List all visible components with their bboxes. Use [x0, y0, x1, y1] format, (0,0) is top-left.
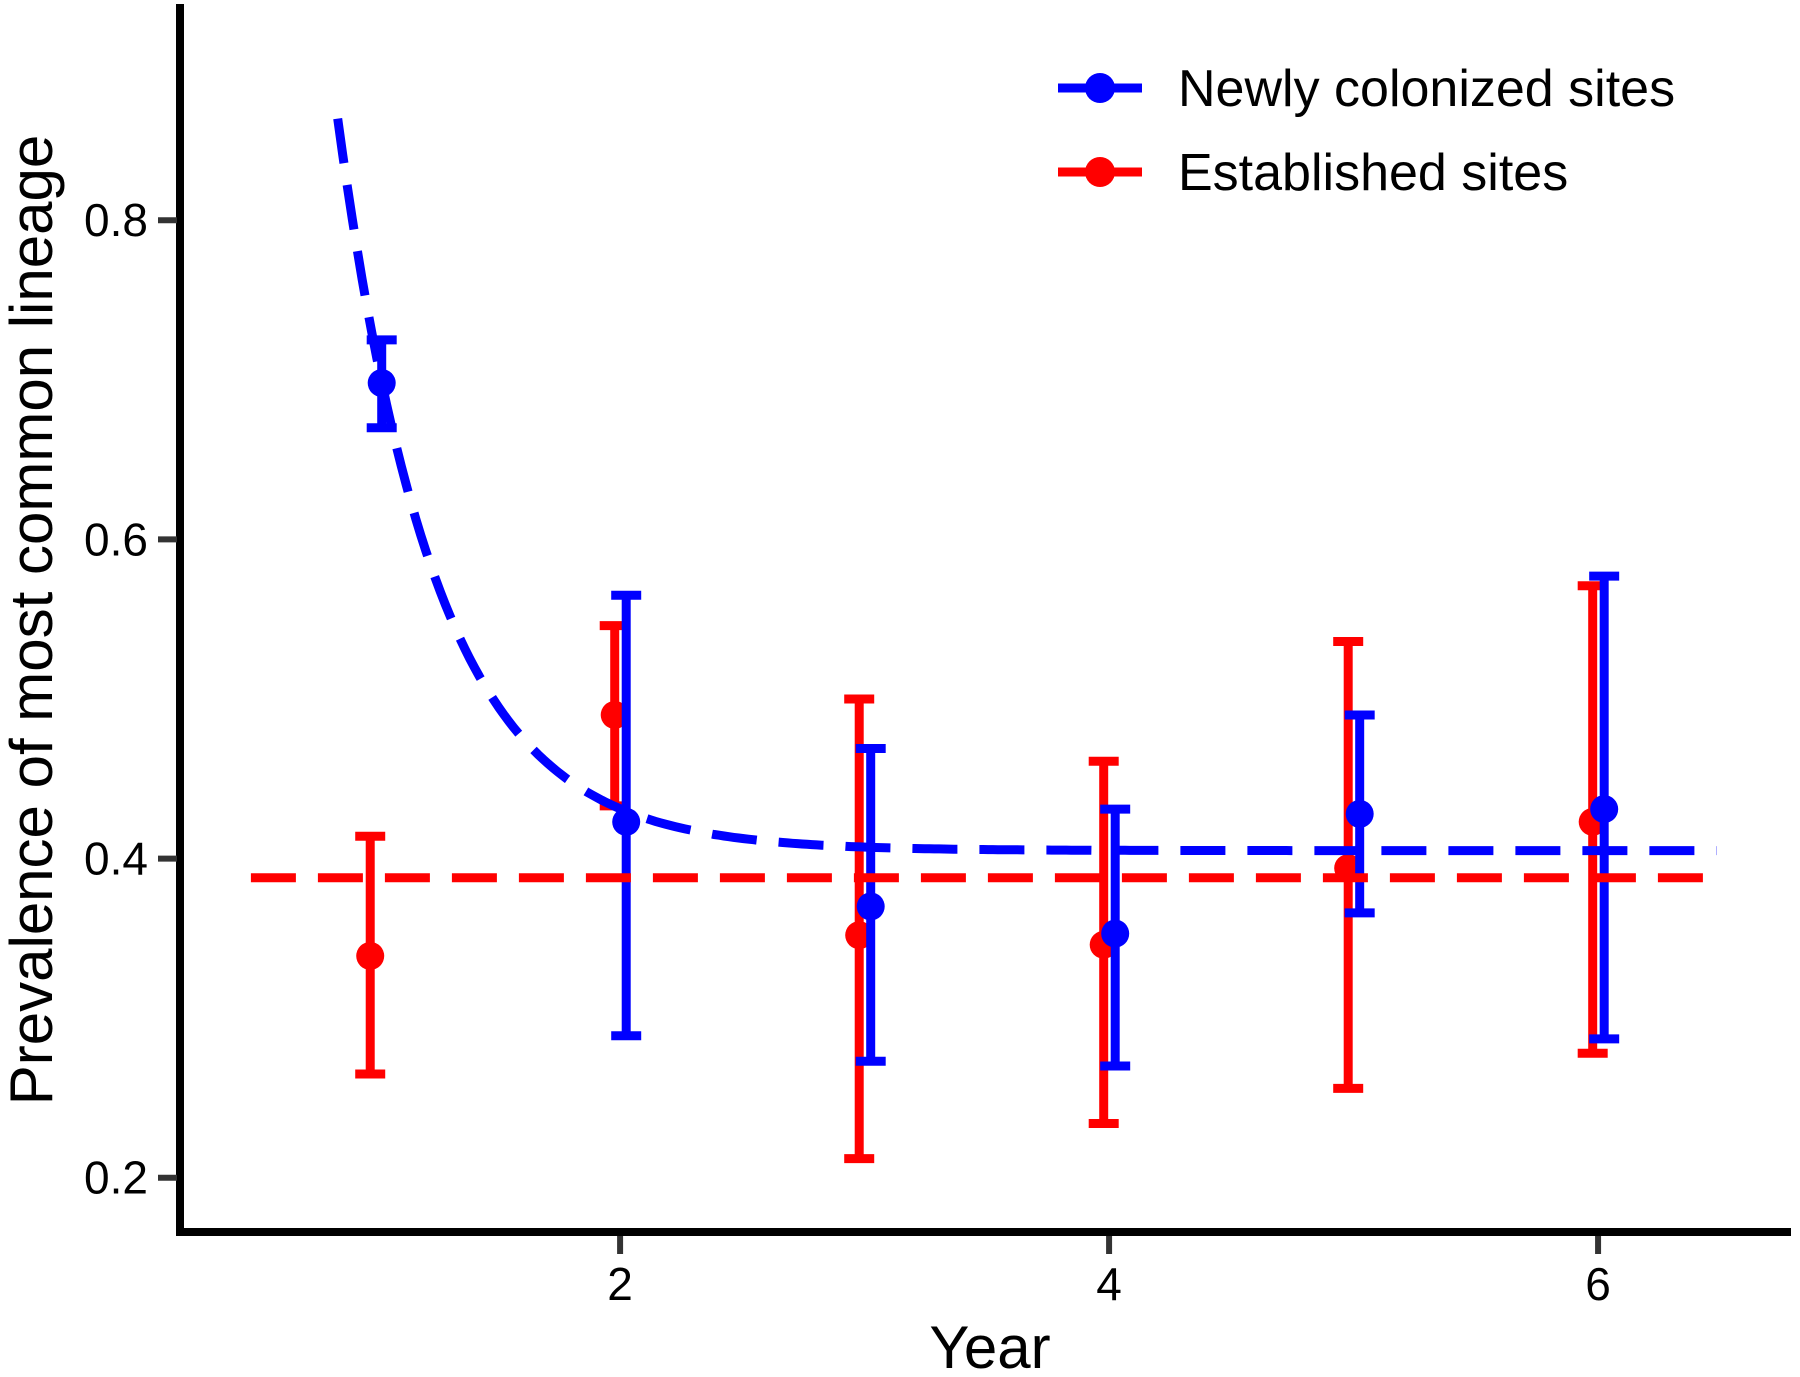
legend-key-dot	[1085, 157, 1115, 187]
y-tick-label: 0.8	[84, 194, 148, 246]
legend-key-dot	[1085, 73, 1115, 103]
x-tick-label: 6	[1585, 1258, 1611, 1310]
data-point	[856, 892, 885, 921]
x-axis-title: Year	[929, 1314, 1050, 1377]
x-tick-label: 2	[607, 1258, 633, 1310]
y-axis-title: Prevalence of most common lineage	[0, 135, 65, 1106]
data-point	[356, 941, 385, 970]
data-point	[1590, 795, 1619, 824]
trend-line	[333, 117, 1717, 856]
legend: Newly colonized sites Established sites	[1178, 60, 1675, 202]
y-tick-label: 0.6	[84, 513, 148, 565]
data-point	[612, 807, 641, 836]
legend-label-newly-colonized-sites: Newly colonized sites	[1178, 60, 1675, 118]
y-tick-label: 0.4	[84, 833, 148, 885]
plot-area: 0.2 0.4 0.6 0.8 2 4 6	[84, 4, 1791, 1310]
data-point	[1345, 799, 1374, 828]
legend-label-established-sites: Established sites	[1178, 144, 1568, 202]
y-tick-label: 0.2	[84, 1152, 148, 1204]
data-point	[1101, 919, 1130, 948]
x-tick-label: 4	[1096, 1258, 1122, 1310]
